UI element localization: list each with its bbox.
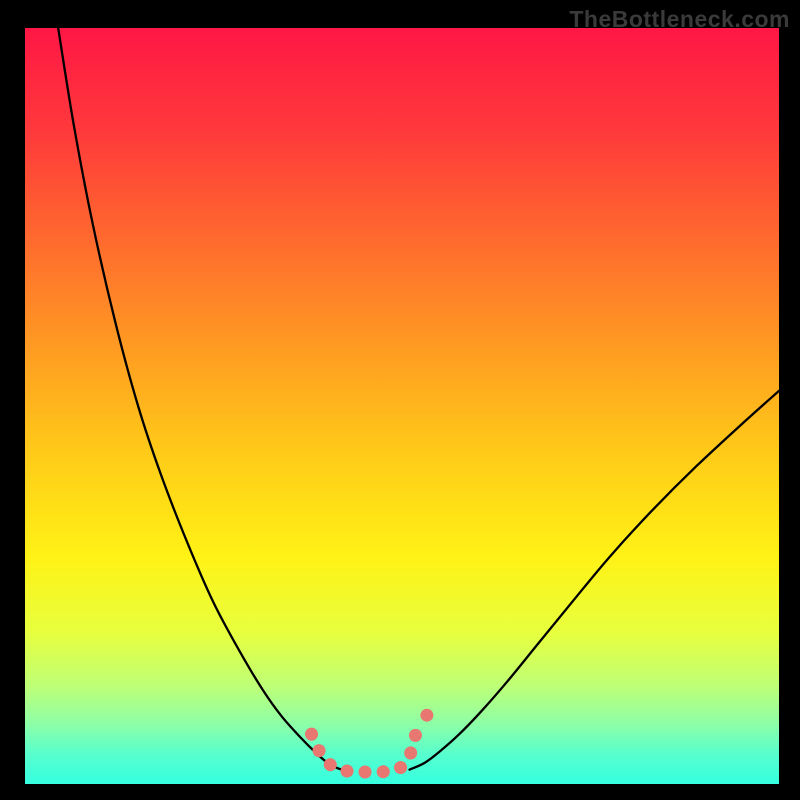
bottleneck-chart xyxy=(0,0,800,800)
valley-gap-dot xyxy=(420,709,433,722)
watermark-text: TheBottleneck.com xyxy=(569,6,790,33)
